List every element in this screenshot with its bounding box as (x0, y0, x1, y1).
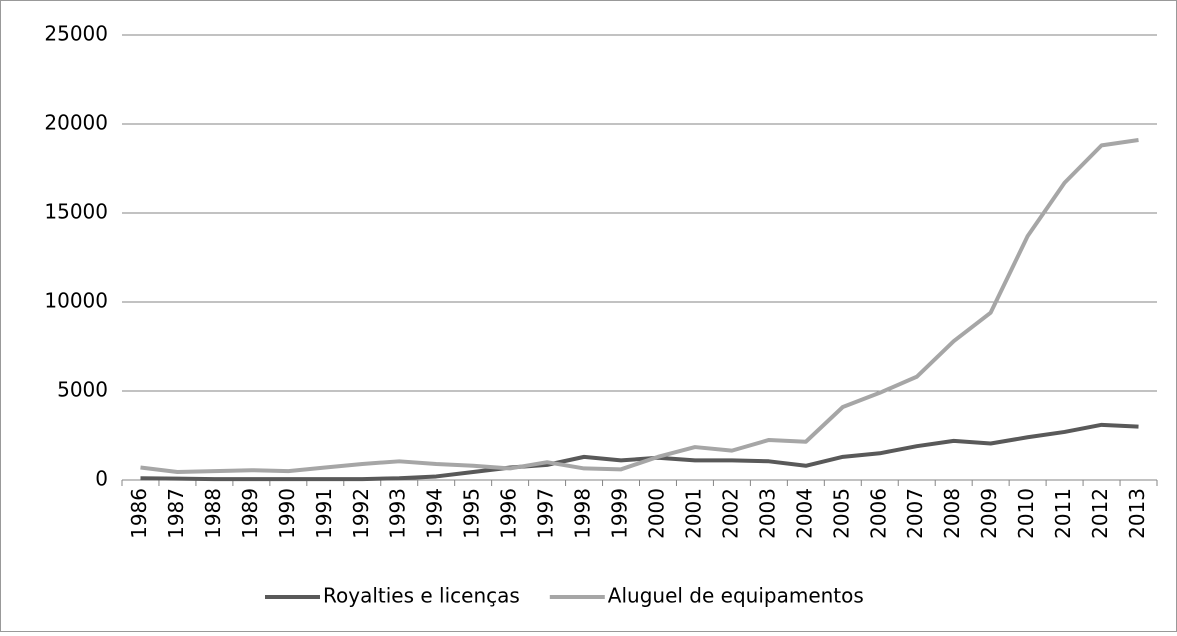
x-tick-label: 1998 (571, 488, 595, 539)
series-line (140, 422, 1139, 482)
x-tick-label: 2011 (1051, 488, 1075, 539)
y-tick-label: 10000 (44, 289, 108, 313)
x-tick-label: 1995 (460, 488, 484, 539)
x-tick-label: 2001 (681, 488, 705, 539)
x-tick-label: 2012 (1088, 488, 1112, 539)
x-tick-label: 2010 (1014, 488, 1038, 539)
y-tick-label: 20000 (44, 111, 108, 135)
x-tick-label: 2005 (829, 488, 853, 539)
x-tick-label: 2009 (977, 488, 1001, 539)
x-tick-label: 1996 (497, 488, 521, 539)
y-tick-label: 25000 (44, 22, 108, 46)
x-tick-label: 1987 (164, 488, 188, 539)
x-tick-label: 1991 (312, 488, 336, 539)
y-tick-label: 5000 (57, 378, 108, 402)
x-tick-label: 1989 (238, 488, 262, 539)
x-tick-label: 1990 (275, 488, 299, 539)
x-tick-label: 2006 (866, 488, 890, 539)
x-tick-label: 1999 (608, 488, 632, 539)
x-tick-label: 1988 (201, 488, 225, 539)
x-tick-label: 2004 (792, 488, 816, 539)
x-tick-label: 2013 (1125, 488, 1149, 539)
y-tick-label: 15000 (44, 200, 108, 224)
x-tick-label: 2003 (755, 488, 779, 539)
series-line (140, 138, 1139, 474)
x-tick-label: 1994 (423, 488, 447, 539)
y-tick-label: 0 (95, 467, 108, 491)
x-tick-label: 2007 (903, 488, 927, 539)
legend-label: Royalties e licenças (323, 584, 520, 608)
x-tick-label: 1993 (386, 488, 410, 539)
legend-label: Aluguel de equipamentos (608, 584, 864, 608)
x-tick-label: 2000 (644, 488, 668, 539)
x-tick-label: 1997 (534, 488, 558, 539)
x-tick-label: 2008 (940, 488, 964, 539)
x-tick-label: 1986 (127, 488, 151, 539)
x-tick-label: 2002 (718, 488, 742, 539)
x-tick-label: 1992 (349, 488, 373, 539)
